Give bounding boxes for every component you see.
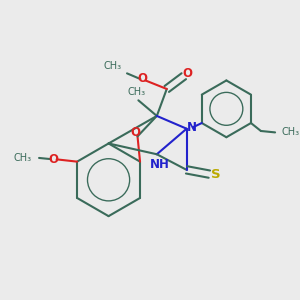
Text: O: O — [48, 153, 58, 166]
Text: CH₃: CH₃ — [281, 128, 299, 137]
Text: O: O — [130, 127, 140, 140]
Text: O: O — [182, 68, 192, 80]
Text: CH₃: CH₃ — [14, 153, 32, 163]
Text: NH: NH — [150, 158, 170, 171]
Text: N: N — [187, 121, 197, 134]
Text: S: S — [211, 168, 220, 181]
Text: CH₃: CH₃ — [128, 87, 146, 97]
Text: O: O — [138, 72, 148, 85]
Text: CH₃: CH₃ — [104, 61, 122, 70]
